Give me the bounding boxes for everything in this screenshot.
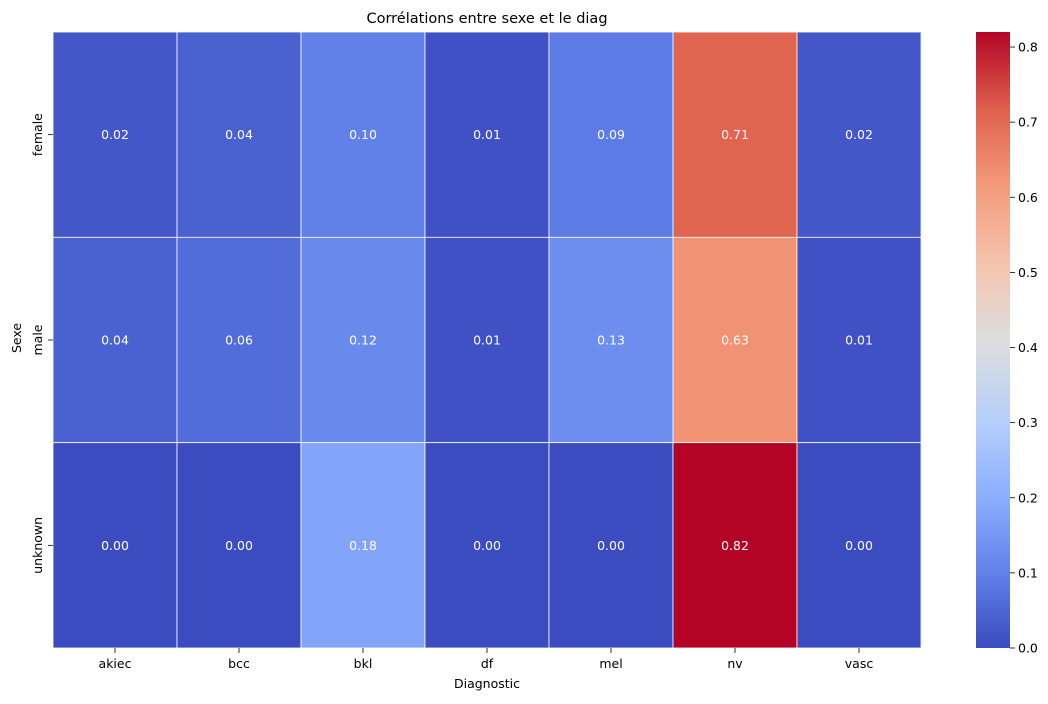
y-tick-label-male: male bbox=[30, 324, 45, 355]
heatmap-cell-female-bcc bbox=[176, 31, 302, 238]
cell-label-unknown-vasc: 0.00 bbox=[845, 538, 873, 553]
colorbar: 0.0 0.1 0.2 0.3 0.4 0.5 0.6 0.7 0.8 bbox=[976, 32, 1038, 656]
heatmap-cell-unknown-bcc bbox=[176, 442, 302, 649]
colorbar-tick-label-0.4: 0.4 bbox=[1018, 340, 1038, 355]
colorbar-tick-label-0.8: 0.8 bbox=[1018, 40, 1038, 55]
y-tick-label-female: female bbox=[30, 113, 45, 156]
cell-label-male-df: 0.01 bbox=[473, 333, 501, 348]
heatmap-cell-female-df bbox=[424, 31, 550, 238]
heatmap-cell-female-mel bbox=[548, 31, 674, 238]
heatmap-cell-female-bkl bbox=[300, 31, 426, 238]
x-tick-label-bkl: bkl bbox=[354, 656, 373, 671]
colorbar-gradient bbox=[976, 32, 1010, 648]
y-axis-label: Sexe bbox=[9, 323, 24, 353]
x-tick-label-df: df bbox=[481, 656, 494, 671]
chart-title: Corrélations entre sexe et le diag bbox=[366, 11, 607, 27]
heatmap-cell-unknown-mel bbox=[548, 442, 674, 649]
colorbar-tick-label-0.1: 0.1 bbox=[1018, 565, 1038, 580]
cell-label-female-df: 0.01 bbox=[473, 127, 501, 142]
cell-label-male-vasc: 0.01 bbox=[845, 333, 873, 348]
cell-label-unknown-akiec: 0.00 bbox=[101, 538, 129, 553]
x-tick-label-nv: nv bbox=[727, 656, 743, 671]
cell-label-female-mel: 0.09 bbox=[597, 127, 625, 142]
colorbar-tick-label-0.3: 0.3 bbox=[1018, 415, 1038, 430]
x-tick-label-akiec: akiec bbox=[99, 656, 132, 671]
y-tick-label-unknown: unknown bbox=[30, 517, 45, 574]
colorbar-tick-label-0.6: 0.6 bbox=[1018, 190, 1038, 205]
cell-label-female-nv: 0.71 bbox=[721, 127, 749, 142]
cell-annotations: 0.02 0.04 0.10 0.01 0.09 0.71 0.02 0.04 0.06 0.12… bbox=[101, 127, 873, 553]
cell-label-male-mel: 0.13 bbox=[597, 333, 625, 348]
cell-label-male-bkl: 0.12 bbox=[349, 333, 377, 348]
heatmap-cell-male-nv bbox=[672, 236, 798, 444]
cell-label-female-bcc: 0.04 bbox=[225, 127, 253, 142]
colorbar-tick-label-0.5: 0.5 bbox=[1018, 265, 1038, 280]
heatmap-cell-unknown-vasc bbox=[796, 442, 922, 649]
colorbar-tick-label-0.7: 0.7 bbox=[1018, 115, 1038, 130]
heatmap-cell-male-akiec bbox=[52, 236, 178, 444]
heatmap-cell-female-nv bbox=[672, 31, 798, 238]
heatmap-cell-male-mel bbox=[548, 236, 674, 444]
cell-label-male-nv: 0.63 bbox=[721, 333, 749, 348]
heatmap-cell-male-bkl bbox=[300, 236, 426, 444]
cell-label-male-akiec: 0.04 bbox=[101, 333, 129, 348]
heatmap-cells bbox=[52, 31, 922, 649]
heatmap-cell-unknown-df bbox=[424, 442, 550, 649]
x-tick-label-vasc: vasc bbox=[845, 656, 874, 671]
heatmap-cell-female-akiec bbox=[52, 31, 178, 238]
cell-label-female-vasc: 0.02 bbox=[845, 127, 873, 142]
cell-label-unknown-nv: 0.82 bbox=[721, 538, 749, 553]
heatmap-cell-unknown-nv bbox=[672, 442, 798, 649]
cell-label-female-bkl: 0.10 bbox=[349, 127, 377, 142]
cell-label-unknown-mel: 0.00 bbox=[597, 538, 625, 553]
heatmap-cell-unknown-bkl bbox=[300, 442, 426, 649]
colorbar-tick-label-0.2: 0.2 bbox=[1018, 490, 1038, 505]
y-axis: female male unknown bbox=[30, 113, 53, 574]
colorbar-tick-label-0.0: 0.0 bbox=[1018, 641, 1038, 656]
cell-label-unknown-bcc: 0.00 bbox=[225, 538, 253, 553]
cell-label-unknown-df: 0.00 bbox=[473, 538, 501, 553]
x-tick-label-mel: mel bbox=[599, 656, 622, 671]
heatmap-cell-male-vasc bbox=[796, 236, 922, 444]
colorbar-ticks: 0.0 0.1 0.2 0.3 0.4 0.5 0.6 0.7 0.8 bbox=[1010, 40, 1038, 656]
cell-label-unknown-bkl: 0.18 bbox=[349, 538, 377, 553]
heatmap-cell-unknown-akiec bbox=[52, 442, 178, 649]
cell-label-male-bcc: 0.06 bbox=[225, 333, 253, 348]
x-axis: akiec bcc bkl df mel nv vasc bbox=[99, 648, 874, 671]
x-axis-label: Diagnostic bbox=[454, 676, 520, 691]
cell-label-female-akiec: 0.02 bbox=[101, 127, 129, 142]
x-tick-label-bcc: bcc bbox=[228, 656, 250, 671]
heatmap-cell-female-vasc bbox=[796, 31, 922, 238]
